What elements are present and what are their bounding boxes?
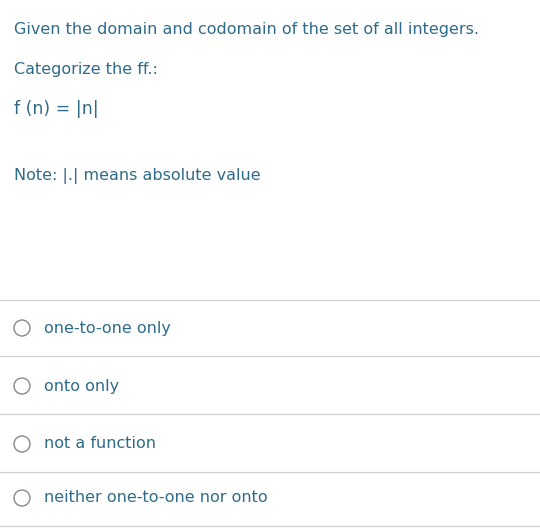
- Text: f (n) = |n|: f (n) = |n|: [14, 100, 99, 118]
- Text: Given the domain and codomain of the set of all integers.: Given the domain and codomain of the set…: [14, 22, 479, 37]
- Text: onto only: onto only: [44, 378, 119, 393]
- Text: neither one-to-one nor onto: neither one-to-one nor onto: [44, 490, 268, 506]
- Text: Categorize the ff.:: Categorize the ff.:: [14, 62, 158, 77]
- Text: not a function: not a function: [44, 437, 156, 452]
- Text: one-to-one only: one-to-one only: [44, 321, 171, 335]
- Text: Note: |.| means absolute value: Note: |.| means absolute value: [14, 168, 261, 184]
